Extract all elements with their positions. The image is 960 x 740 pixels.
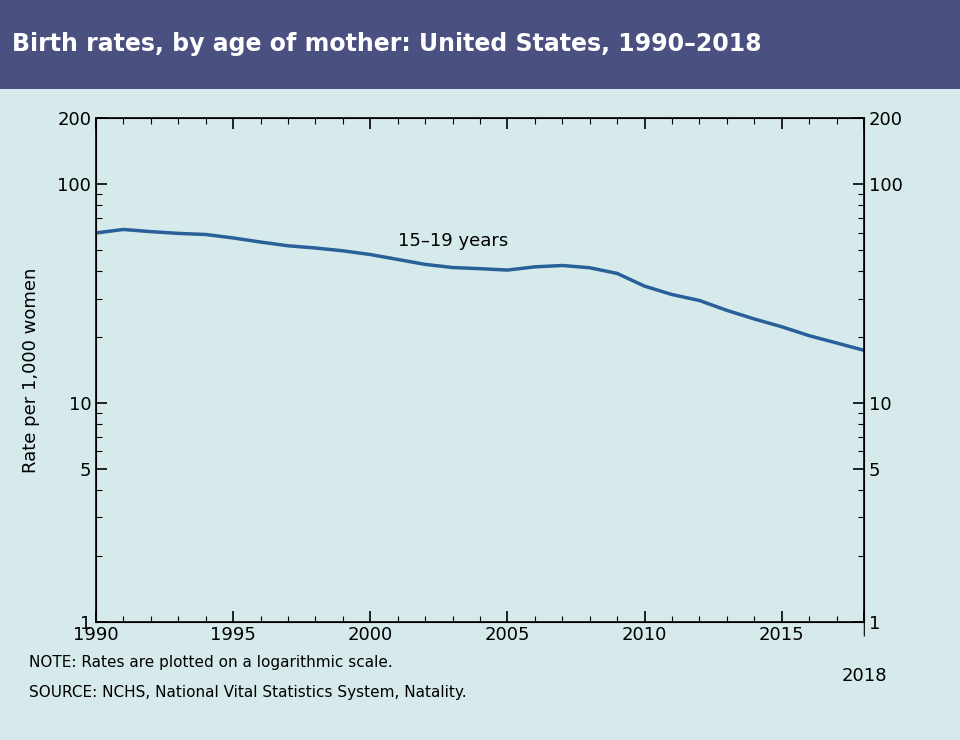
Text: Birth rates, by age of mother: United States, 1990–2018: Birth rates, by age of mother: United St… bbox=[12, 33, 761, 56]
Text: |: | bbox=[862, 622, 866, 636]
Text: SOURCE: NCHS, National Vital Statistics System, Natality.: SOURCE: NCHS, National Vital Statistics … bbox=[29, 684, 467, 699]
Text: 2018: 2018 bbox=[841, 667, 887, 685]
Text: 15–19 years: 15–19 years bbox=[397, 232, 508, 250]
Text: NOTE: Rates are plotted on a logarithmic scale.: NOTE: Rates are plotted on a logarithmic… bbox=[29, 655, 393, 670]
Y-axis label: Rate per 1,000 women: Rate per 1,000 women bbox=[22, 267, 40, 473]
